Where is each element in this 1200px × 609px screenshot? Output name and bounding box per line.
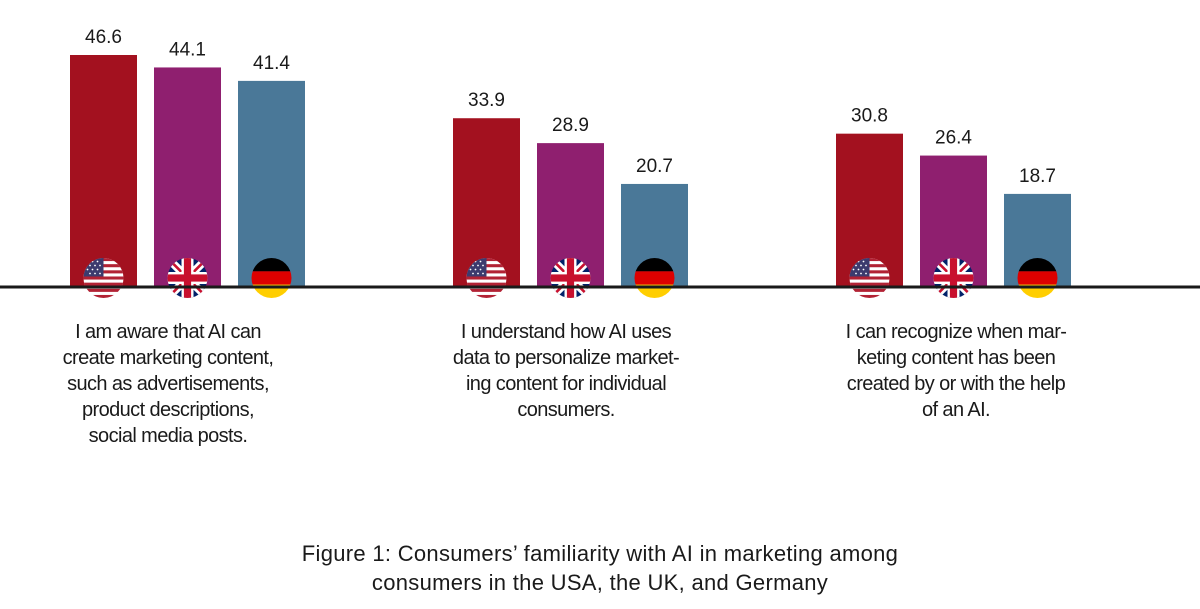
category-label-understanding: I understand how AI uses data to persona… [416, 319, 716, 423]
label-line: I understand how AI uses [460, 321, 672, 343]
label-line: data to personalize market- [452, 347, 680, 369]
value-label: 28.9 [552, 115, 589, 136]
bar-uk-1 [154, 67, 221, 287]
us-flag-icon [84, 258, 124, 298]
caption-line: consumers in the USA, the UK, and German… [371, 570, 829, 595]
label-line: I can recognize when mar- [845, 321, 1067, 343]
label-line: of an AI. [922, 399, 991, 421]
germany-flag-icon [252, 258, 292, 298]
value-label: 33.9 [468, 90, 505, 111]
category-label-recognition: I can recognize when mar- keting content… [806, 319, 1106, 423]
label-line: keting content has been [856, 347, 1056, 369]
label-line: created by or with the help [846, 373, 1066, 395]
label-line: consumers. [517, 399, 615, 421]
label-line: such as advertisements, [67, 373, 269, 395]
category-label-awareness: I am aware that AI can create marketing … [18, 319, 318, 449]
uk-flag-icon [551, 258, 591, 298]
value-label: 46.6 [85, 27, 122, 48]
value-label: 30.8 [851, 106, 888, 127]
uk-flag-icon [168, 258, 208, 298]
germany-flag-icon [635, 258, 675, 298]
label-line: social media posts. [88, 425, 248, 447]
label-line: ing content for individual [465, 373, 667, 395]
us-flag-icon [850, 258, 890, 298]
us-flag-icon [467, 258, 507, 298]
label-line: create marketing content, [62, 347, 274, 369]
value-label: 26.4 [935, 128, 972, 149]
bar-germany-1 [238, 80, 305, 287]
caption-line: Figure 1: Consumers’ familiarity with AI… [301, 541, 899, 566]
value-label: 20.7 [636, 156, 673, 177]
figure-caption: Figure 1: Consumers’ familiarity with AI… [0, 539, 1200, 597]
bar-usa-1 [70, 55, 137, 287]
label-line: product descriptions, [82, 399, 255, 421]
value-label: 44.1 [169, 39, 206, 60]
value-label: 18.7 [1019, 166, 1056, 187]
bar-chart: 46.6 44.1 41.4 33.9 28.9 20.7 30.8 26.4 18.7 [0, 27, 1200, 300]
value-label: 41.4 [253, 53, 290, 74]
uk-flag-icon [934, 258, 974, 298]
germany-flag-icon [1018, 258, 1058, 298]
label-line: I am aware that AI can [75, 321, 261, 343]
